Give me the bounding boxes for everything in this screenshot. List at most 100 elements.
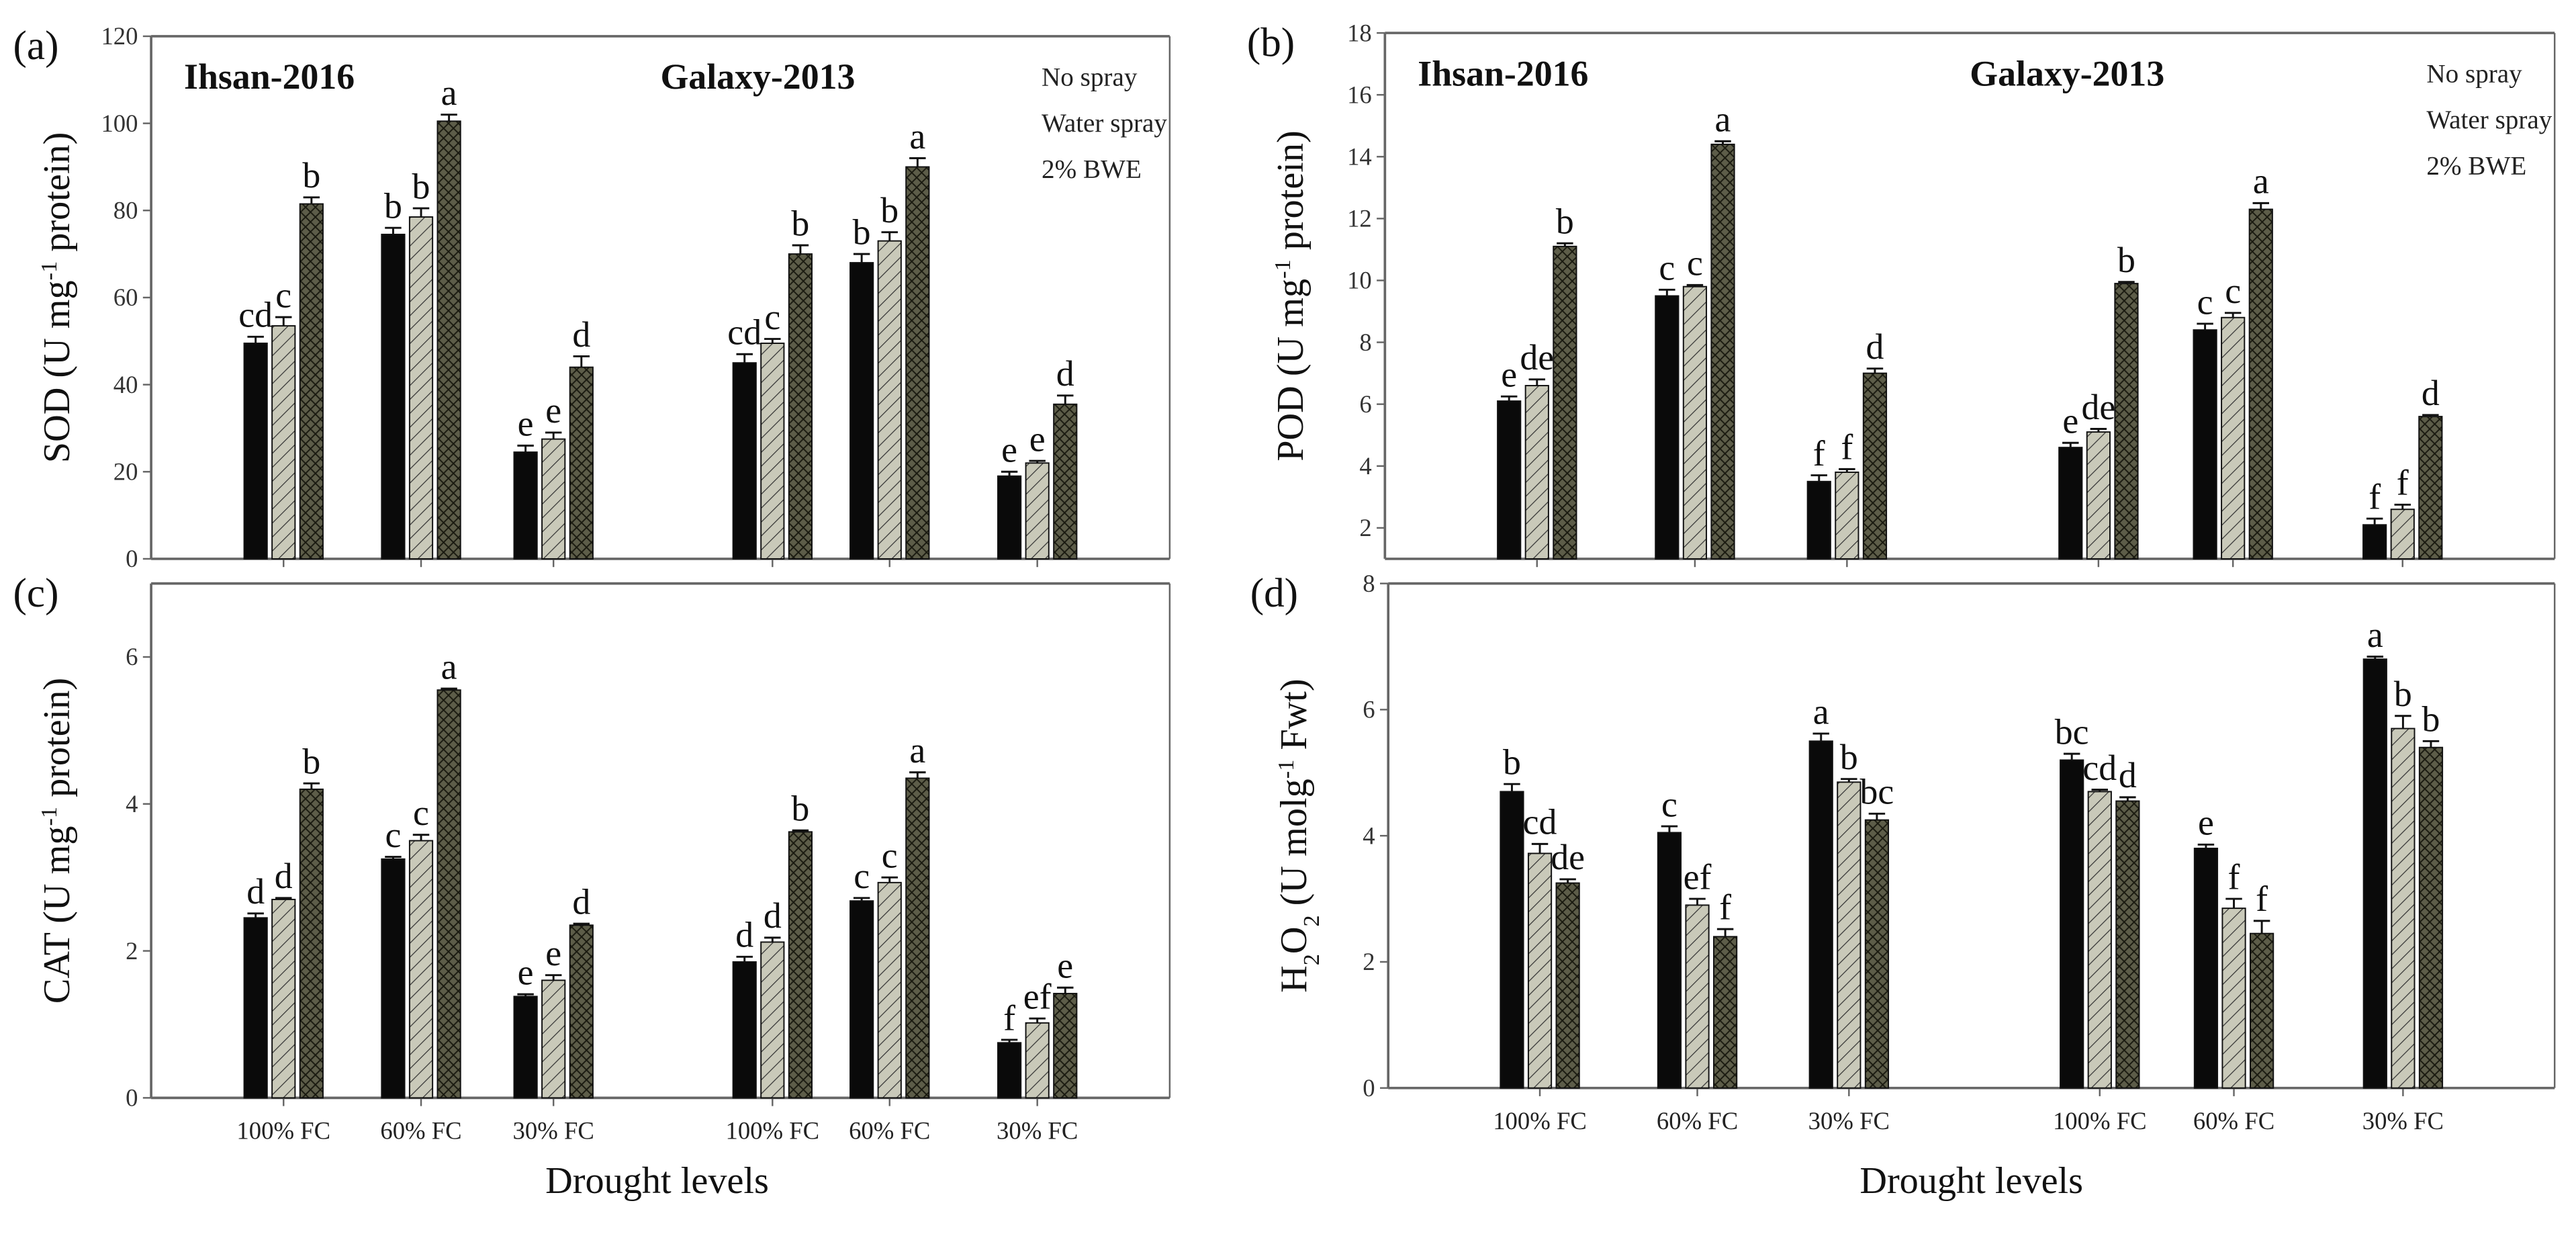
bar-no-spray	[849, 900, 874, 1099]
significance-letter: c	[2197, 281, 2213, 322]
bar-water-spray	[2086, 431, 2111, 560]
significance-letter: e	[545, 390, 561, 431]
y-tick-label: 80	[113, 197, 138, 224]
x-tick-label: 100% FC	[236, 1117, 330, 1145]
significance-letter: a	[2367, 615, 2383, 655]
y-tick-label: 14	[1347, 143, 1372, 171]
significance-letter: f	[1813, 433, 1825, 474]
significance-letter: ef	[1023, 977, 1052, 1017]
significance-letter: f	[2228, 856, 2240, 897]
bar-no-spray	[1657, 832, 1682, 1089]
significance-letter: b	[2117, 240, 2135, 280]
bar-water-spray	[2221, 316, 2246, 560]
y-axis-label-part: protein)	[1270, 130, 1312, 259]
significance-letter: b	[384, 186, 402, 226]
bar-water-spray	[1682, 285, 1708, 560]
bar-2-bwe	[1053, 403, 1078, 560]
significance-letter: a	[909, 116, 925, 157]
significance-letter: b	[1840, 737, 1858, 777]
significance-letter: e	[1001, 430, 1017, 470]
significance-letter: de	[2081, 387, 2115, 427]
legend-entry: 2% BWE	[1042, 154, 1142, 183]
x-axis-label-left: Drought levels	[545, 1160, 769, 1202]
bar-water-spray	[271, 325, 296, 560]
y-axis-label-part: 2	[1299, 915, 1324, 926]
panel-label: (c)	[13, 570, 59, 616]
significance-letter: d	[275, 856, 293, 896]
bar-2-bwe	[2114, 283, 2139, 560]
bar-no-spray	[243, 917, 268, 1099]
x-tick-label: 30% FC	[2362, 1107, 2444, 1135]
legend-entry: No spray	[1042, 62, 1138, 91]
significance-letter: b	[412, 166, 430, 206]
bar-2-bwe	[1710, 143, 1735, 560]
y-axis-label-part: -1	[36, 261, 62, 281]
y-tick-label: 4	[1363, 822, 1375, 849]
significance-letter: ef	[1684, 856, 1712, 897]
significance-letter: f	[2368, 476, 2381, 517]
bar-water-spray	[1685, 904, 1710, 1089]
cultivar-title: Ihsan-2016	[1418, 53, 1588, 93]
bar-water-spray	[2391, 727, 2416, 1089]
significance-letter: de	[1551, 837, 1585, 877]
y-axis-label: H2O2 (U molg-1 Fwt)	[1273, 678, 1324, 992]
bar-no-spray	[513, 996, 538, 1099]
significance-letter: e	[545, 933, 561, 973]
significance-letter: e	[518, 404, 534, 444]
y-tick-label: 8	[1363, 570, 1375, 597]
significance-letter: c	[385, 815, 401, 855]
bar-water-spray	[408, 216, 434, 560]
y-axis-label-part: CAT (U mg	[36, 826, 78, 1004]
significance-letter: b	[2394, 674, 2412, 714]
legend-entry: 2% BWE	[2426, 151, 2526, 180]
bar-water-spray	[1835, 472, 1859, 560]
x-tick-label: 100% FC	[725, 1117, 819, 1145]
bar-water-spray	[1527, 852, 1553, 1089]
significance-letter: b	[791, 788, 809, 828]
significance-letter: c	[1661, 784, 1677, 824]
significance-letter: a	[441, 73, 457, 113]
significance-letter: e	[1501, 354, 1517, 394]
panel-label: (d)	[1250, 570, 1298, 616]
legend-entry: No spray	[2426, 59, 2522, 88]
significance-letter: f	[1003, 998, 1015, 1038]
significance-letter: d	[764, 895, 782, 936]
x-tick-label: 60% FC	[849, 1117, 930, 1145]
cultivar-title: Galaxy-2013	[660, 56, 855, 97]
bar-water-spray	[1025, 462, 1050, 560]
bar-water-spray	[1025, 1022, 1050, 1099]
y-axis-label-part: O	[1273, 927, 1315, 955]
bar-2-bwe	[788, 253, 813, 560]
x-tick-label: 30% FC	[1808, 1107, 1890, 1135]
significance-letter: a	[2253, 161, 2269, 202]
bar-2-bwe	[1864, 819, 1890, 1089]
y-tick-label: 0	[126, 545, 138, 572]
bar-water-spray	[2221, 908, 2246, 1089]
y-axis-label-part: POD (U mg	[1270, 279, 1312, 461]
bar-no-spray	[2362, 524, 2387, 560]
significance-letter: cd	[238, 295, 273, 335]
bar-no-spray	[732, 362, 757, 560]
bar-no-spray	[1655, 295, 1680, 560]
y-tick-label: 16	[1347, 81, 1372, 108]
bar-water-spray	[760, 343, 785, 560]
bar-2-bwe	[569, 366, 594, 560]
significance-letter: e	[1029, 418, 1046, 459]
legend-entry: Water spray	[1042, 109, 1167, 138]
panel-b: 2 4 6 8 10 12 14 16 18 (b) POD (U mg-1 protein) Ihs…	[1247, 19, 2556, 568]
bar-no-spray	[2362, 658, 2387, 1089]
x-tick-label: 30% FC	[513, 1117, 594, 1145]
significance-letter: b	[1503, 742, 1521, 782]
significance-letter: f	[1719, 887, 1731, 927]
significance-letter: c	[2225, 271, 2241, 311]
bar-water-spray	[877, 240, 902, 560]
bar-2-bwe	[2115, 800, 2140, 1089]
significance-letter: b	[880, 190, 899, 230]
significance-letter: cd	[727, 312, 762, 353]
bar-water-spray	[1837, 781, 1861, 1089]
significance-letter: cd	[1523, 802, 1557, 842]
bar-2-bwe	[1053, 993, 1078, 1099]
significance-letter: b	[2422, 699, 2440, 740]
bar-2-bwe	[1555, 882, 1580, 1089]
y-tick-label: 60	[113, 283, 138, 311]
